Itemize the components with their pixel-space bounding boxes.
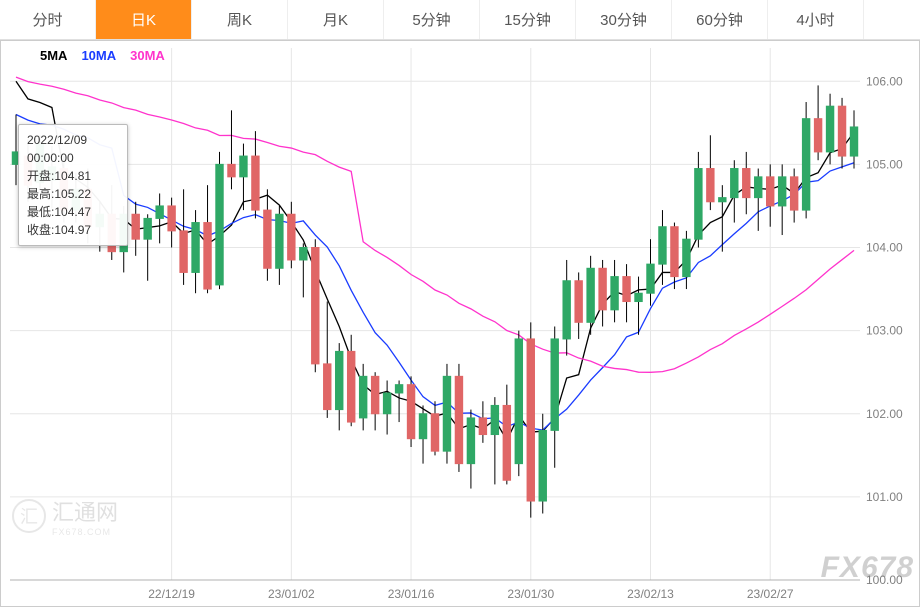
legend-30ma: 30MA xyxy=(130,48,165,63)
legend-10ma: 10MA xyxy=(81,48,116,63)
tooltip-open: 开盘:104.81 xyxy=(27,167,119,185)
legend-5ma: 5MA xyxy=(40,48,67,63)
ma-legend: 5MA 10MA 30MA xyxy=(40,48,179,63)
svg-text:23/01/16: 23/01/16 xyxy=(388,587,435,601)
watermark-logo-sub: FX678.COM xyxy=(52,527,118,537)
chart-area: 5MA 10MA 30MA 100.00101.00102.00103.00104.… xyxy=(0,40,920,607)
candlestick-chart[interactable]: 100.00101.00102.00103.00104.00105.00106.… xyxy=(0,40,920,607)
svg-text:23/01/30: 23/01/30 xyxy=(507,587,554,601)
timeframe-tabs: 分时日K周K月K5分钟15分钟30分钟60分钟4小时 xyxy=(0,0,920,40)
tab-60分钟[interactable]: 60分钟 xyxy=(672,0,768,39)
tab-日K[interactable]: 日K xyxy=(96,0,192,39)
svg-text:105.00: 105.00 xyxy=(866,157,903,171)
tab-月K[interactable]: 月K xyxy=(288,0,384,39)
svg-text:103.00: 103.00 xyxy=(866,324,903,338)
watermark-fx: FX678 xyxy=(821,551,914,585)
tooltip-date: 2022/12/09 xyxy=(27,131,119,149)
svg-text:106.00: 106.00 xyxy=(866,74,903,88)
tab-5分钟[interactable]: 5分钟 xyxy=(384,0,480,39)
svg-text:102.00: 102.00 xyxy=(866,407,903,421)
svg-text:23/01/02: 23/01/02 xyxy=(268,587,315,601)
watermark-logo-text: 汇通网 xyxy=(52,495,118,527)
svg-text:22/12/19: 22/12/19 xyxy=(148,587,195,601)
tooltip-high: 最高:105.22 xyxy=(27,185,119,203)
ohlc-tooltip: 2022/12/09 00:00:00 开盘:104.81 最高:105.22 … xyxy=(18,124,128,246)
tab-分时[interactable]: 分时 xyxy=(0,0,96,39)
tooltip-close: 收盘:104.97 xyxy=(27,221,119,239)
tab-15分钟[interactable]: 15分钟 xyxy=(480,0,576,39)
tooltip-low: 最低:104.47 xyxy=(27,203,119,221)
svg-text:101.00: 101.00 xyxy=(866,490,903,504)
tab-30分钟[interactable]: 30分钟 xyxy=(576,0,672,39)
svg-text:23/02/13: 23/02/13 xyxy=(627,587,674,601)
tooltip-time: 00:00:00 xyxy=(27,149,119,167)
globe-icon: 汇 xyxy=(12,499,46,533)
tab-周K[interactable]: 周K xyxy=(192,0,288,39)
watermark-logo: 汇 汇通网 FX678.COM xyxy=(12,495,118,537)
tab-4小时[interactable]: 4小时 xyxy=(768,0,864,39)
svg-text:104.00: 104.00 xyxy=(866,241,903,255)
svg-text:23/02/27: 23/02/27 xyxy=(747,587,794,601)
